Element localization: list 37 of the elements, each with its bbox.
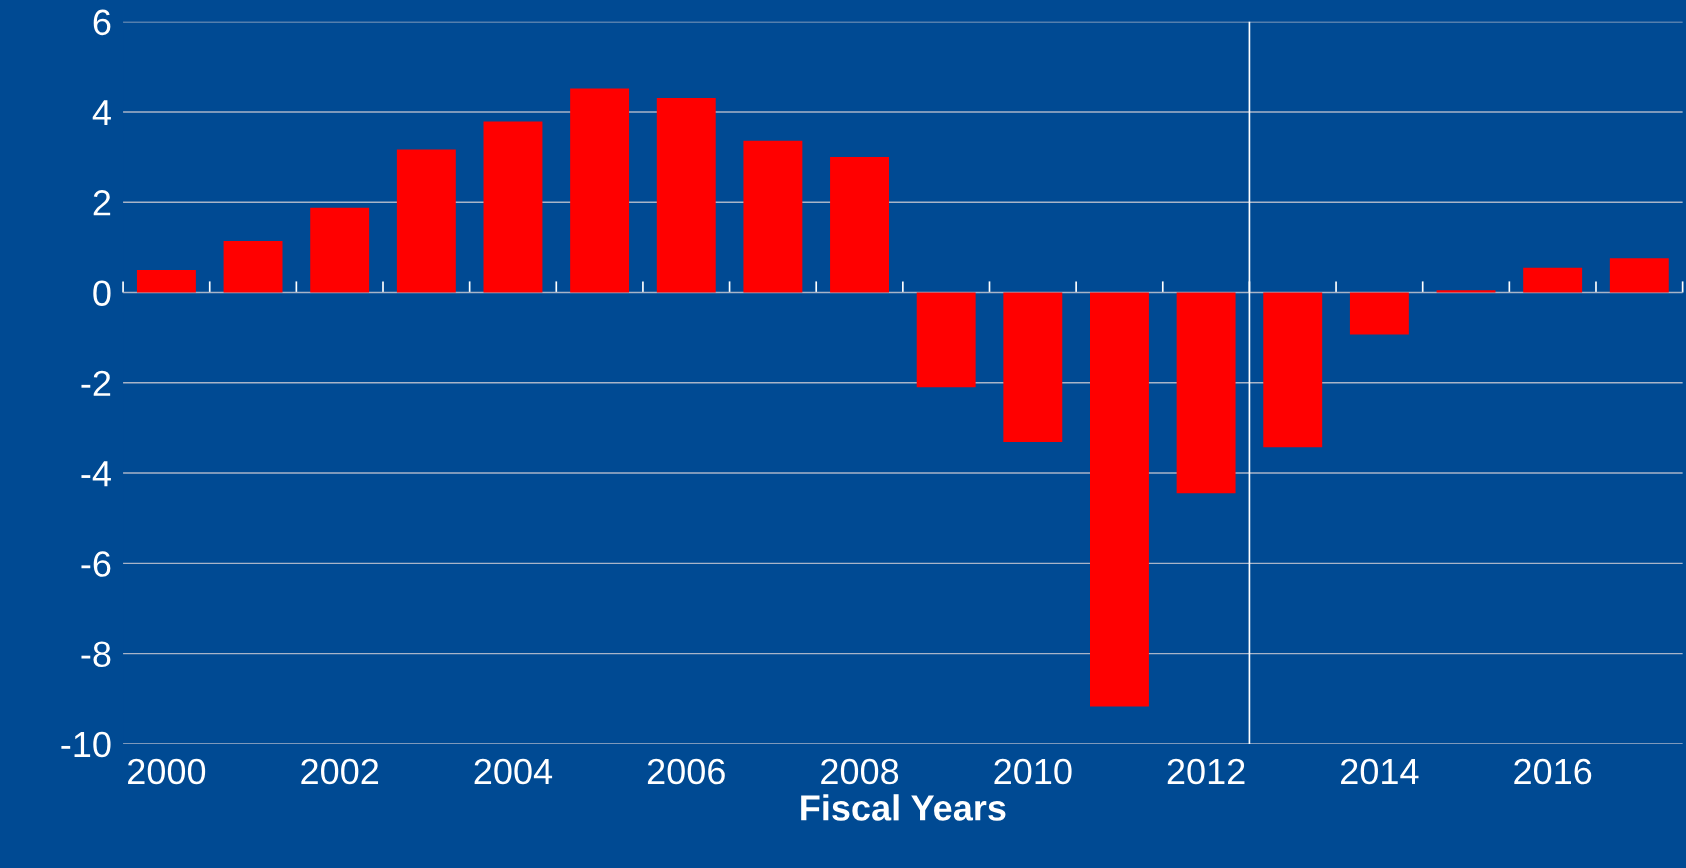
y-tick-label: -10 [61, 731, 111, 758]
bar [656, 97, 716, 293]
x-tick-label: 2010 [994, 758, 1072, 785]
y-tick-label: -4 [81, 461, 111, 487]
bar [1609, 258, 1669, 293]
bar [223, 241, 283, 293]
bar [1176, 292, 1236, 494]
bar [136, 269, 196, 293]
bar [570, 88, 630, 293]
bar [830, 157, 889, 293]
bar [916, 292, 976, 388]
x-tick-label: 2008 [821, 758, 899, 785]
bar [1523, 267, 1583, 293]
bar [1090, 292, 1149, 707]
bar [396, 149, 456, 293]
bar [483, 121, 543, 293]
y-tick-label: -2 [81, 370, 111, 396]
y-tick-label: -6 [81, 551, 111, 577]
bar [1003, 292, 1063, 442]
bar [1263, 292, 1323, 448]
y-tick-label: 0 [93, 280, 111, 306]
y-tick-label: 4 [92, 100, 111, 126]
x-tick-label: 2004 [474, 758, 553, 785]
bar [1436, 290, 1496, 293]
x-tick-label: 2014 [1341, 758, 1419, 785]
x-tick-label: 2012 [1167, 758, 1245, 785]
x-tick-label: 2002 [301, 758, 379, 785]
y-tick-label: -8 [81, 641, 111, 668]
x-tick-label: 2000 [128, 758, 206, 785]
bar [743, 140, 803, 293]
bar [1349, 292, 1409, 335]
x-tick-label: 2016 [1514, 758, 1592, 785]
y-tick-label: 6 [93, 9, 111, 36]
x-tick-label: 2006 [647, 758, 725, 785]
bar [310, 207, 370, 293]
y-tick-label: 2 [93, 190, 111, 216]
x-axis-title: Fiscal Years [801, 794, 1006, 821]
